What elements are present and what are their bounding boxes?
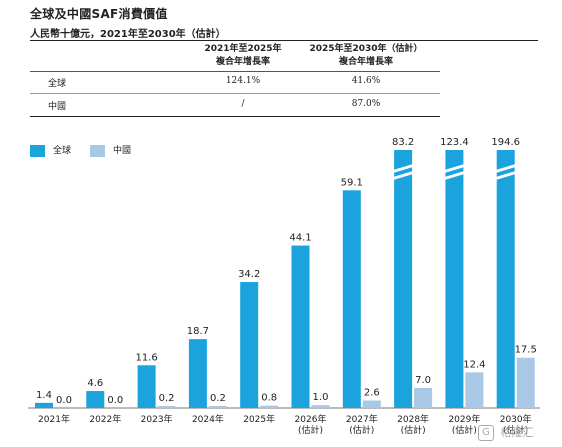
x-tick-label: (估計) [401,424,426,436]
x-tick-label: 2027年 [346,413,378,425]
axis-break-stripe [495,171,516,180]
table-row-label-global: 全球 [48,79,67,89]
bar-china [465,372,484,408]
data-label-china: 7.0 [415,375,431,386]
legend-swatch-global [30,145,45,157]
data-label-china: 0.0 [107,395,123,406]
watermark: G 格隆汇 [478,424,534,441]
bar-global [137,365,156,408]
data-label-global: 194.6 [491,137,520,148]
data-label-china: 1.0 [313,392,329,403]
x-tick-label: 2022年 [89,413,121,425]
table-header-rule [30,71,440,72]
data-label-china: 0.0 [56,395,72,406]
x-tick-label: (估計) [349,424,374,436]
data-label-global: 123.4 [440,137,469,148]
bar-china [260,405,279,408]
table-cell-china-2025-2030: 87.0% [351,99,381,109]
table-cell-global-2025-2030: 41.6% [351,76,381,86]
data-label-global: 18.7 [187,326,209,337]
data-label-global: 44.1 [289,233,311,244]
axis-break-stripe [444,171,465,180]
chart-subtitle: 人民幣十億元，2021年至2030年（估計） [30,29,226,40]
bar-global [394,150,413,408]
table-header-line: 複合年增長率 [215,57,270,67]
data-label-china: 2.6 [364,388,380,399]
bar-global [496,150,515,408]
x-tick-label: 2021年 [38,413,70,425]
x-tick-label: 2026年 [295,413,327,425]
table-cell-china-2021-2025: / [241,99,245,109]
page-title: 全球及中國SAF消費價值 [30,7,168,21]
data-label-china: 0.2 [210,393,226,404]
x-tick-label: 2029年 [448,413,480,425]
bar-global [188,339,207,408]
bar-china [362,400,381,408]
x-tick-label: 2023年 [141,413,173,425]
table-header-2021-2025: 2021年至2025年 複合年增長率 [173,43,313,69]
data-label-china: 0.8 [261,393,277,404]
table-header-line: 2021年至2025年 [204,44,282,54]
watermark-text: 格隆汇 [500,426,534,439]
x-tick-label: (估計) [298,424,323,436]
x-tick-label: (估計) [452,424,477,436]
table-row-label-china: 中國 [48,102,67,112]
bar-china [157,406,176,408]
table-header-line: 複合年增長率 [338,57,393,67]
table-bottom-rule [30,116,440,117]
header-rule [30,40,538,41]
x-tick-label: 2030年 [500,413,532,425]
x-tick-label: 2024年 [192,413,224,425]
axis-break-stripe [444,164,465,173]
data-label-global: 83.2 [392,137,414,148]
table-header-2025-2030: 2025年至2030年（估計） 複合年增長率 [296,43,436,69]
legend-swatch-china [90,145,105,157]
data-label-china: 12.4 [463,359,485,370]
bar-global [342,190,361,408]
legend-label-global: 全球 [53,146,72,156]
bar-global [86,391,105,408]
data-label-china: 17.5 [515,345,537,356]
table-cell-global-2021-2025: 124.1% [225,76,261,86]
x-tick-label: (估計) [503,424,528,436]
data-label-global: 1.4 [36,390,52,401]
axis-break-stripe [393,171,414,180]
axis-break-stripe [393,164,414,173]
bar-china [414,387,433,408]
watermark-logo-icon: G [478,425,494,441]
bar-global [240,282,259,408]
x-tick-label: 2028年 [397,413,429,425]
bar-global [291,245,310,408]
bar-china [208,406,227,408]
table-header-line: 2025年至2030年（估計） [309,44,423,54]
legend-label-china: 中國 [113,146,132,156]
x-tick-label: 2025年 [243,413,275,425]
data-label-global: 34.2 [238,269,260,280]
axis-break-stripe [495,164,516,173]
data-label-global: 4.6 [87,378,103,389]
bar-global [35,402,53,408]
data-label-china: 0.2 [159,393,175,404]
bar-china [516,357,535,408]
bar-global [445,150,464,408]
data-label-global: 59.1 [341,177,363,188]
bar-china [311,405,330,408]
data-label-global: 11.6 [135,352,157,363]
table-row-rule [30,93,440,94]
